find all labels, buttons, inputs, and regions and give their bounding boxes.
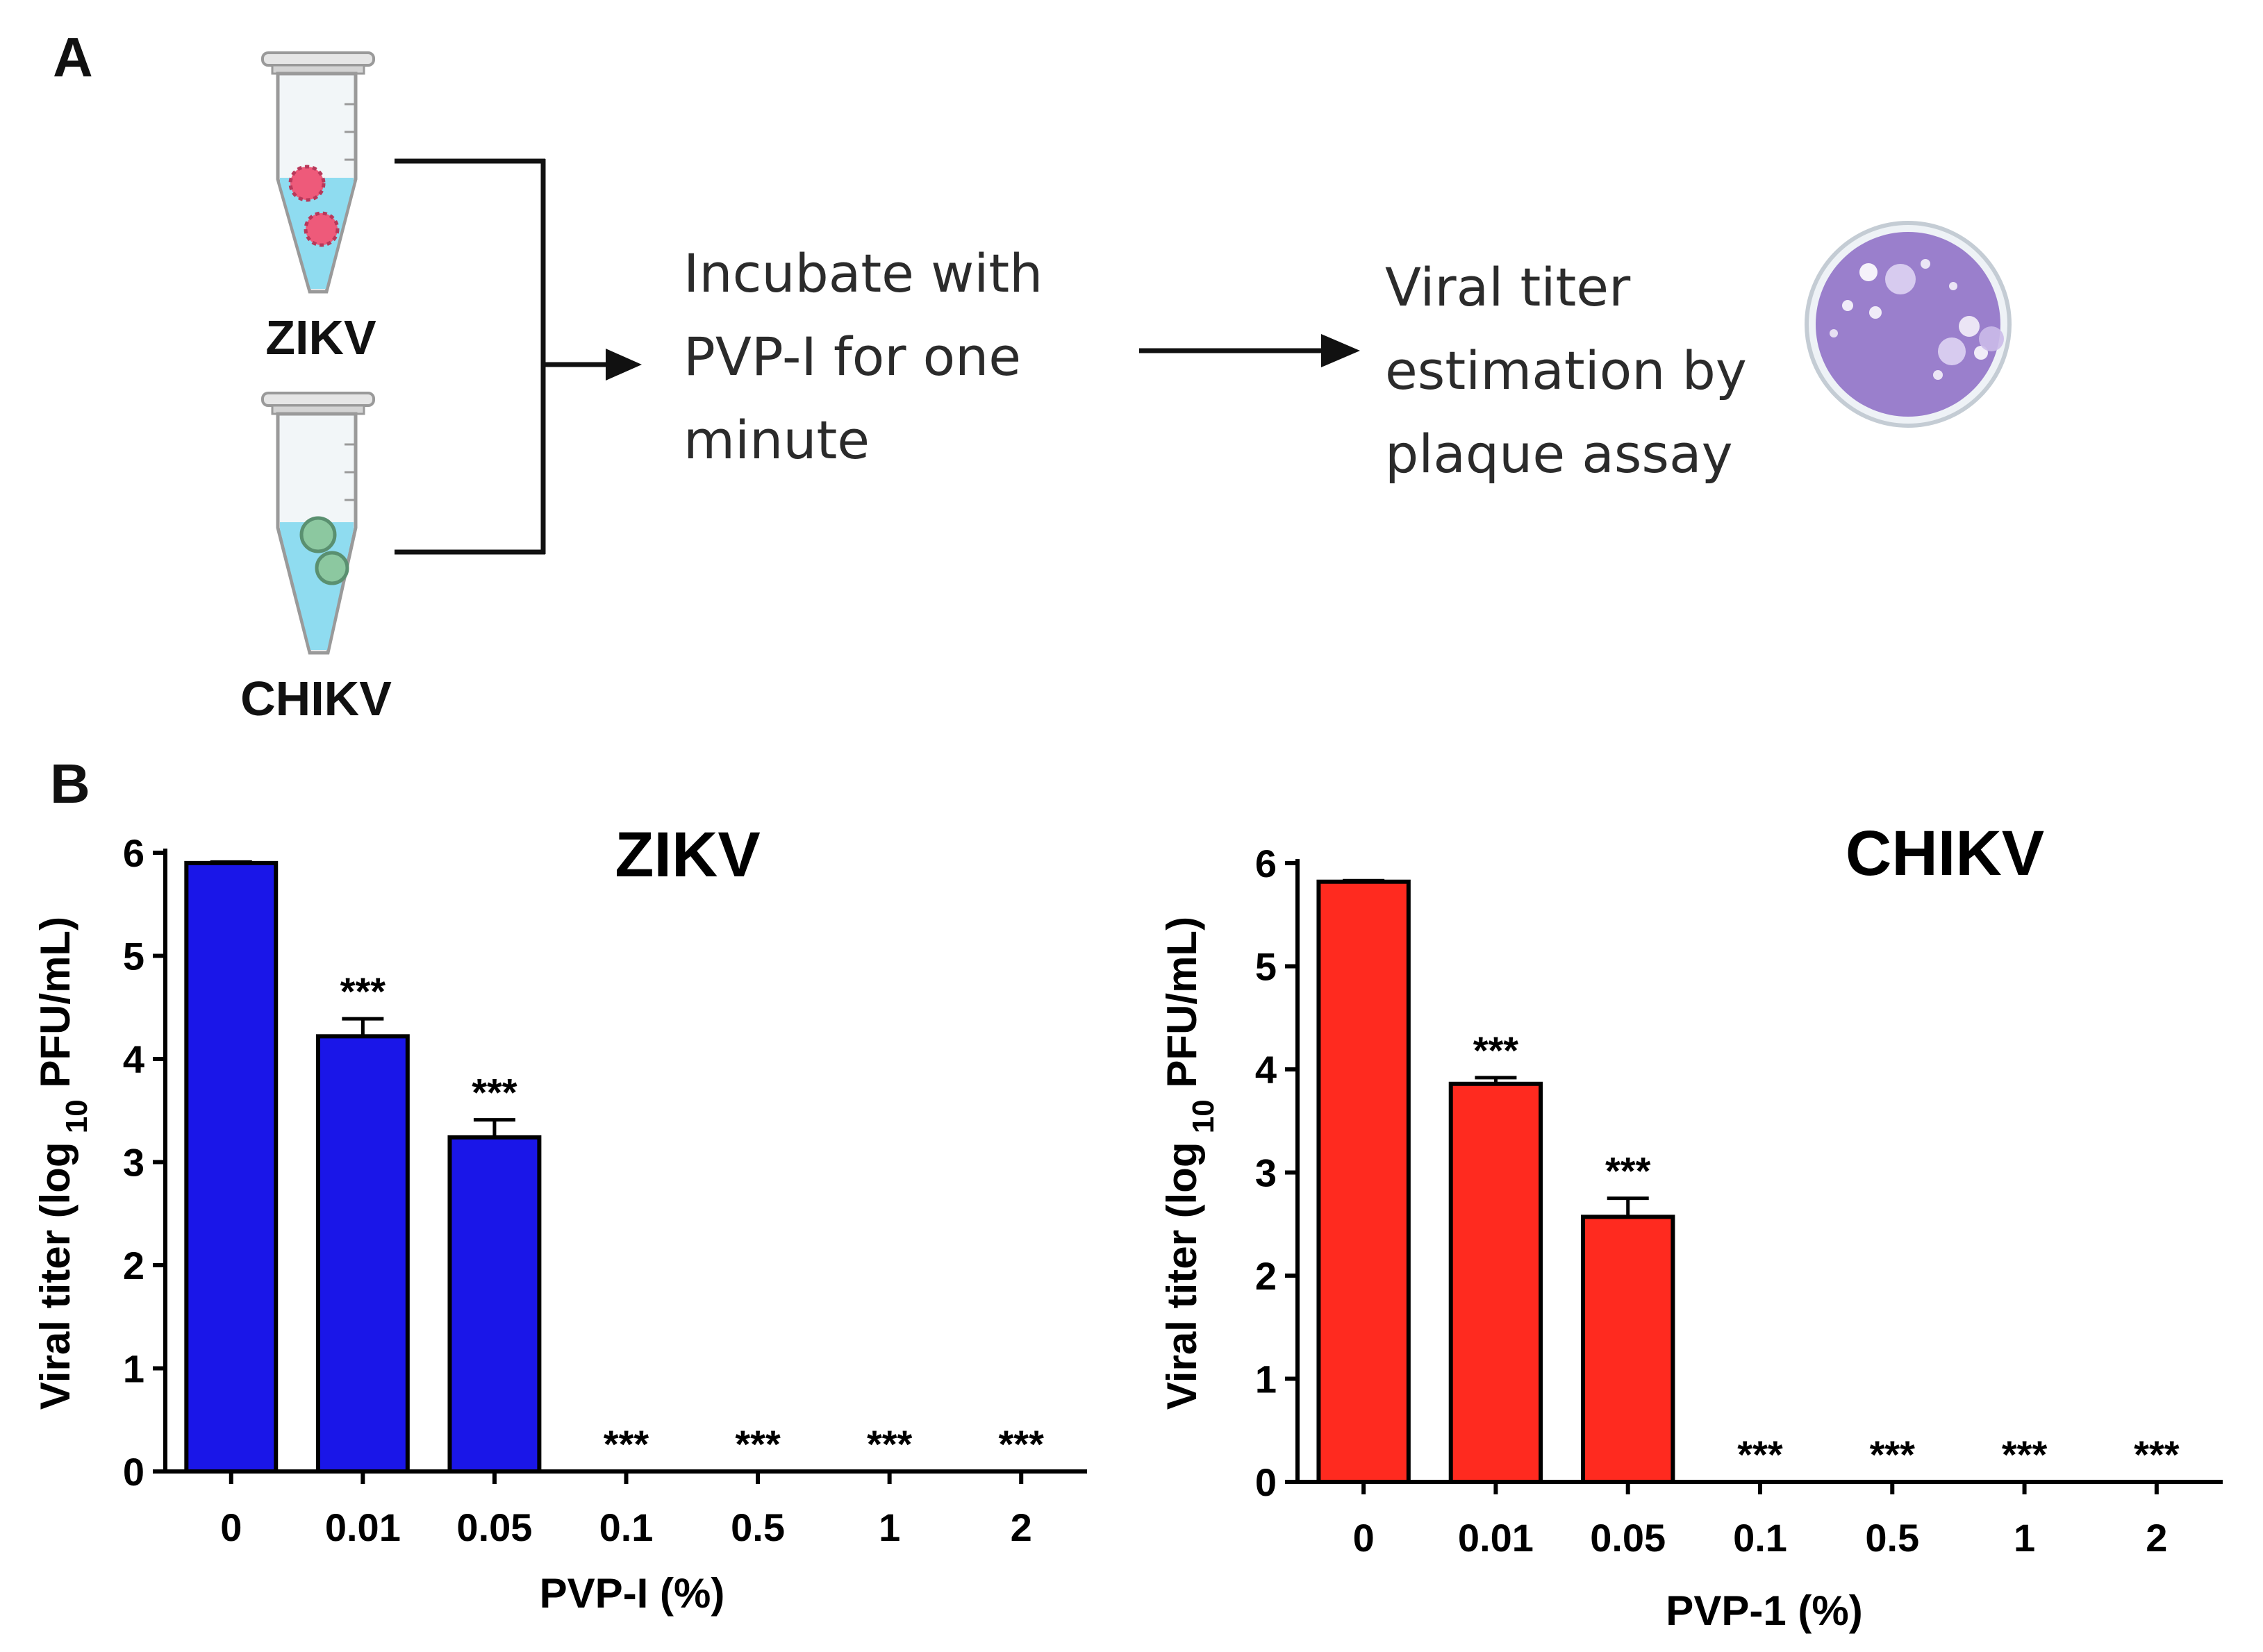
chikv-significance-label: ***	[2134, 1433, 2180, 1476]
step-2-line: plaque assay	[1385, 423, 1733, 485]
zikv-x-tick-label: 0	[220, 1505, 242, 1549]
zikv-significance-label: ***	[735, 1422, 781, 1466]
chikv-bar	[1316, 879, 1411, 1484]
chikv-x-axis-label: PVP-1 (%)	[1666, 1587, 1862, 1634]
chikv-significance-label: ***	[1737, 1433, 1783, 1476]
zikv-y-axis-label-sub: 10	[60, 1099, 94, 1142]
zikv-label: ZIKV	[265, 310, 376, 365]
zikv-bar	[315, 1034, 410, 1474]
chikv-virion-icon	[299, 516, 337, 553]
zikv-y-tick-label: 1	[123, 1347, 144, 1391]
zikv-bar	[184, 860, 279, 1474]
chikv-y-tick-label: 6	[1255, 842, 1277, 885]
chikv-chart: CHIKV 0 1 2 3 4 5 6 0 0.01 *** 0.05 *** 0.1 *** 0.5 *** 1…	[1159, 818, 2223, 1634]
step-1-line: minute	[683, 409, 870, 471]
chikv-significance-label: ***	[2002, 1433, 2048, 1476]
chikv-significance-label: ***	[1605, 1149, 1651, 1193]
panel-b-letter: B	[50, 753, 90, 815]
chikv-virion-icon	[315, 551, 349, 585]
panel-a-letter: A	[53, 26, 93, 88]
chikv-y-tick-label: 4	[1255, 1048, 1277, 1092]
step-1-text: Incubate with PVP-I for one minute	[683, 242, 1059, 471]
step-2-line: estimation by	[1385, 340, 1747, 401]
zikv-y-tick-label: 4	[123, 1037, 144, 1081]
zikv-x-tick-label: 0.05	[456, 1505, 532, 1549]
zikv-bar	[447, 1135, 542, 1474]
zikv-virion-icon	[304, 211, 340, 247]
zikv-significance-label: ***	[340, 969, 386, 1013]
zikv-y-axis-label-part: Viral titer (log	[32, 1142, 78, 1410]
zikv-x-axis-label: PVP-I (%)	[540, 1570, 725, 1617]
chikv-x-tick-label: 0.01	[1458, 1516, 1534, 1560]
zikv-y-tick-label: 0	[123, 1450, 144, 1494]
zikv-y-tick-label: 6	[123, 831, 144, 875]
zikv-significance-label: ***	[472, 1071, 517, 1115]
step-1-line: PVP-I for one	[683, 326, 1021, 387]
zikv-x-tick-label: 1	[879, 1505, 900, 1549]
chikv-x-tick-label: 0.5	[1865, 1516, 1919, 1560]
zikv-y-axis-label: Viral titer (log 10 PFU/mL)	[32, 917, 94, 1410]
chikv-y-axis-label: Viral titer (log 10 PFU/mL)	[1159, 917, 1220, 1410]
arrow-2-icon	[1139, 334, 1360, 367]
chikv-y-tick-label: 1	[1255, 1358, 1277, 1401]
chikv-bar	[1448, 1081, 1543, 1485]
chikv-y-tick-label: 5	[1255, 945, 1277, 989]
arrow-1-icon	[543, 349, 642, 381]
chikv-y-axis-label-part: Viral titer (log	[1159, 1142, 1205, 1410]
step-1-line: Incubate with	[683, 242, 1043, 304]
zikv-plot-area: ZIKV 0 1 2 3 4 5 6 0 0.01 *** 0.05 *** 0.1 *** 0.5 *** 1 *…	[32, 819, 1087, 1617]
chikv-x-tick-label: 0	[1353, 1516, 1375, 1560]
chikv-y-tick-label: 3	[1255, 1151, 1277, 1195]
chikv-significance-label: ***	[1473, 1028, 1519, 1072]
plaque-plate-icon	[1805, 221, 2012, 428]
chikv-x-tick-label: 0.05	[1590, 1516, 1666, 1560]
zikv-x-tick-label: 2	[1011, 1505, 1032, 1549]
chikv-bar	[1581, 1215, 1675, 1484]
zikv-chart-title: ZIKV	[615, 819, 761, 890]
chikv-chart-title: CHIKV	[1846, 818, 2044, 889]
zikv-significance-label: ***	[604, 1422, 649, 1466]
zikv-x-tick-label: 0.1	[599, 1505, 654, 1549]
step-2-text: Viral titer estimation by plaque assay	[1385, 256, 1764, 485]
zikv-x-tick-label: 0.01	[325, 1505, 401, 1549]
zikv-y-tick-label: 5	[123, 935, 144, 978]
merge-bracket	[395, 158, 546, 555]
zikv-y-tick-label: 2	[123, 1244, 144, 1287]
chikv-y-axis-label-sub: 10	[1186, 1099, 1220, 1142]
chikv-x-tick-label: 2	[2146, 1516, 2167, 1560]
zikv-chart: ZIKV 0 1 2 3 4 5 6 0 0.01 *** 0.05 *** 0.1 *** 0.5 *** 1 *…	[32, 819, 1087, 1617]
chikv-plot-area: CHIKV 0 1 2 3 4 5 6 0 0.01 *** 0.05 *** 0.1 *** 0.5 *** 1…	[1159, 818, 2223, 1634]
zikv-significance-label: ***	[867, 1422, 913, 1466]
chikv-y-tick-label: 2	[1255, 1254, 1277, 1298]
zikv-tube-icon	[261, 51, 375, 294]
zikv-y-axis-label-part: PFU/mL)	[32, 917, 78, 1099]
chikv-tube-icon	[261, 392, 375, 655]
zikv-x-tick-label: 0.5	[731, 1505, 785, 1549]
chikv-y-tick-label: 0	[1255, 1460, 1277, 1504]
chikv-significance-label: ***	[1870, 1433, 1916, 1476]
step-2-line: Viral titer	[1385, 256, 1631, 318]
chikv-y-axis-label-part: PFU/mL)	[1159, 917, 1205, 1099]
chikv-label: CHIKV	[240, 671, 392, 726]
chikv-x-tick-label: 0.1	[1733, 1516, 1787, 1560]
zikv-y-tick-label: 3	[123, 1141, 144, 1185]
chikv-x-tick-label: 1	[2014, 1516, 2035, 1560]
zikv-virion-icon	[288, 165, 326, 202]
zikv-significance-label: ***	[999, 1422, 1045, 1466]
